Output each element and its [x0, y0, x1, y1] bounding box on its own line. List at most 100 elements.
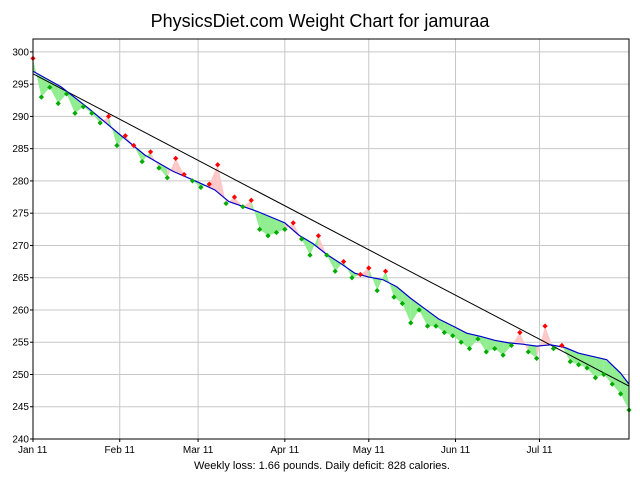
weight-point-below [80, 104, 86, 110]
above-average-fill [511, 332, 520, 346]
weight-point-below [240, 204, 246, 210]
weight-point-below [89, 110, 95, 116]
below-average-fill [385, 271, 394, 298]
y-tick-label: 250 [12, 370, 29, 381]
weight-point-below [324, 252, 330, 258]
weight-point-above [357, 271, 364, 278]
below-average-fill [33, 58, 42, 98]
below-average-fill [268, 215, 277, 236]
weight-point-below [47, 84, 53, 91]
x-tick-label: Feb 11 [105, 445, 136, 456]
below-average-fill [251, 200, 260, 230]
weight-point-below [584, 365, 590, 371]
weight-point-above [366, 265, 372, 271]
weight-point-above [315, 233, 322, 239]
below-average-fill [603, 359, 613, 385]
above-average-fill [536, 326, 546, 359]
x-tick-label: Jun 11 [441, 445, 471, 456]
below-average-fill [377, 271, 386, 291]
y-tick-label: 280 [12, 176, 29, 187]
weight-point-below [97, 120, 103, 126]
below-average-fill [158, 163, 168, 178]
weight-point-above [248, 197, 254, 203]
y-tick-label: 285 [12, 144, 29, 155]
weight-point-below [475, 336, 481, 342]
weight-point-above [147, 149, 154, 155]
weight-point-below [450, 333, 456, 339]
weight-point-below [592, 375, 599, 381]
y-tick-label: 295 [12, 80, 29, 91]
weight-point-above [542, 323, 548, 329]
plot-frame [32, 38, 630, 440]
weight-point-below [500, 352, 506, 358]
above-average-fill [167, 158, 176, 178]
x-tick-label: Jan 11 [18, 445, 48, 456]
x-tick-label: Mar 11 [183, 445, 214, 456]
weight-point-below [416, 307, 422, 313]
weight-point-below [139, 158, 145, 165]
y-tick-label: 275 [12, 209, 29, 220]
weight-point-above [122, 133, 128, 139]
above-average-fill [209, 164, 218, 193]
below-average-fill [301, 236, 311, 256]
weight-point-below [601, 371, 607, 378]
above-average-fill [519, 332, 529, 352]
below-average-fill [452, 325, 462, 343]
above-average-fill [125, 135, 134, 146]
weight-point-below [374, 287, 380, 294]
below-average-fill [335, 259, 344, 272]
below-average-fill [343, 261, 352, 278]
weight-point-below [189, 178, 196, 184]
trend-line [32, 73, 630, 387]
weight-point-below [441, 329, 447, 336]
weight-point-below [282, 226, 288, 232]
below-average-fill [368, 268, 378, 291]
weight-point-below [399, 300, 405, 307]
weight-point-below [114, 142, 120, 149]
below-average-fill [494, 340, 504, 356]
weight-point-above [181, 171, 187, 178]
below-average-fill [192, 179, 201, 188]
axis-layer: 240 245 250 255 260 265 270 275 280 285 290 295 300 J… [12, 47, 553, 456]
weight-point-below [424, 323, 431, 329]
above-average-fill [226, 197, 235, 204]
weight-point-below [257, 226, 263, 232]
weight-point-below [617, 391, 624, 397]
below-average-fill [528, 344, 537, 359]
below-average-fill [461, 330, 470, 349]
chart-title: PhysicsDiet.com Weight Chart for jamuraa [151, 11, 491, 31]
weight-point-below [55, 100, 61, 107]
weight-point-below [492, 346, 498, 352]
below-average-fill [74, 97, 84, 114]
weight-point-below [38, 94, 45, 100]
y-tick-label: 260 [12, 305, 29, 316]
weight-point-below [433, 323, 439, 329]
y-tick-label: 240 [12, 435, 29, 446]
below-average-fill [116, 132, 126, 146]
y-tick-label: 290 [12, 112, 29, 123]
below-average-fill [477, 335, 487, 352]
weight-point-below [483, 349, 489, 355]
above-average-fill [234, 197, 243, 207]
below-average-fill [108, 116, 117, 146]
weight-point-below [391, 294, 397, 300]
below-average-fill [310, 235, 319, 256]
below-average-fill [410, 298, 420, 323]
below-average-fill [133, 145, 143, 162]
weight-point-above [173, 155, 179, 161]
weight-point-below [72, 110, 78, 116]
weight-point-below [273, 229, 280, 236]
weight-point-above [105, 113, 112, 120]
above-average-fill [175, 158, 185, 177]
weight-point-above [340, 258, 347, 265]
weight-point-below [265, 233, 271, 239]
y-tick-label: 245 [12, 402, 29, 413]
weight-point-below [332, 268, 338, 274]
weight-point-above [382, 268, 389, 274]
below-average-fill [427, 310, 436, 327]
x-tick-label: May 11 [353, 445, 385, 456]
weight-point-below [609, 381, 615, 387]
weight-point-below [223, 200, 229, 207]
weight-point-below [307, 252, 313, 258]
y-tick-label: 270 [12, 241, 29, 252]
